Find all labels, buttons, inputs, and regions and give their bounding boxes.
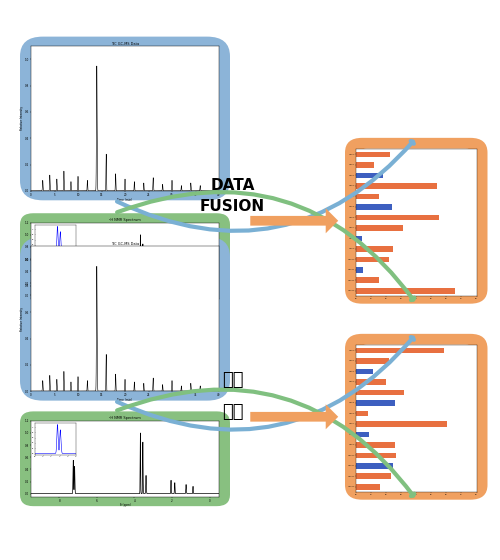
FancyBboxPatch shape [32, 248, 218, 390]
FancyBboxPatch shape [32, 224, 218, 297]
FancyBboxPatch shape [345, 334, 488, 500]
FancyBboxPatch shape [32, 48, 218, 189]
FancyBboxPatch shape [20, 412, 230, 506]
Text: DATA
FUSION: DATA FUSION [200, 178, 265, 214]
FancyBboxPatch shape [358, 148, 475, 293]
FancyBboxPatch shape [20, 213, 230, 308]
FancyBboxPatch shape [345, 138, 488, 304]
FancyBboxPatch shape [20, 36, 230, 200]
FancyBboxPatch shape [32, 422, 218, 496]
Text: 数据
融合: 数据 融合 [222, 371, 243, 421]
FancyBboxPatch shape [358, 344, 475, 489]
FancyBboxPatch shape [20, 237, 230, 400]
